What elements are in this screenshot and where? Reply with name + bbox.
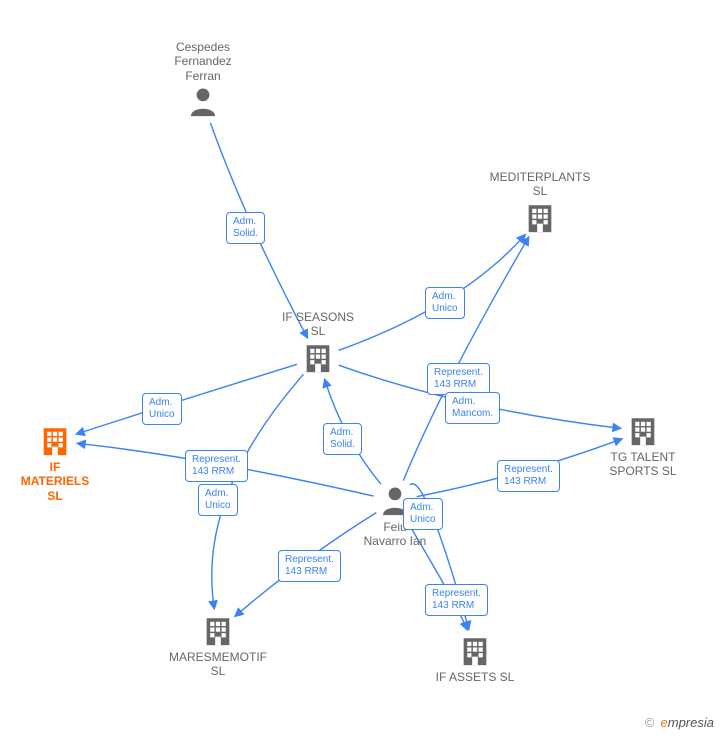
edge-label: Represent.143 RRM — [427, 363, 490, 395]
node-label: TG TALENTSPORTS SL — [588, 450, 698, 479]
edge-label: Adm.Mancom. — [445, 392, 500, 424]
watermark-accent: e — [661, 715, 668, 730]
building-icon — [523, 201, 557, 235]
node-label: IF ASSETS SL — [420, 670, 530, 684]
node-label: IFMATERIELSSL — [0, 460, 110, 503]
node-ifseasons: IF SEASONSSL — [263, 310, 373, 377]
edge-label: Represent.143 RRM — [425, 584, 488, 616]
edge-label: Represent.143 RRM — [185, 450, 248, 482]
edge-label: Adm.Unico — [425, 287, 465, 319]
edge-label: Adm.Solid. — [226, 212, 265, 244]
node-label: MARESMEMOTIFSL — [163, 650, 273, 679]
node-tgtalent: TG TALENTSPORTS SL — [588, 412, 698, 479]
edge-label: Represent.143 RRM — [278, 550, 341, 582]
building-icon — [301, 341, 335, 375]
building-icon — [201, 614, 235, 648]
building-icon — [458, 634, 492, 668]
edge-label: Adm.Unico — [198, 484, 238, 516]
edge-label: Adm.Solid. — [323, 423, 362, 455]
node-cespedes: CespedesFernandezFerran — [148, 40, 258, 121]
watermark: © empresia — [645, 715, 714, 730]
node-label: IF SEASONSSL — [263, 310, 373, 339]
node-maresmemotif: MARESMEMOTIFSL — [163, 612, 273, 679]
node-ifmateriels: IFMATERIELSSL — [0, 422, 110, 503]
watermark-copyright: © — [645, 715, 655, 730]
building-icon — [626, 414, 660, 448]
building-icon — [38, 424, 72, 458]
node-ifassets: IF ASSETS SL — [420, 632, 530, 684]
edge-label: Adm.Unico — [403, 498, 443, 530]
node-mediterplants: MEDITERPLANTSSL — [485, 170, 595, 237]
edge-label: Represent.143 RRM — [497, 460, 560, 492]
person-icon — [186, 85, 220, 119]
edge-label: Adm.Unico — [142, 393, 182, 425]
edge — [403, 237, 529, 481]
watermark-text: mpresia — [668, 715, 714, 730]
node-label: CespedesFernandezFerran — [148, 40, 258, 83]
node-label: MEDITERPLANTSSL — [485, 170, 595, 199]
